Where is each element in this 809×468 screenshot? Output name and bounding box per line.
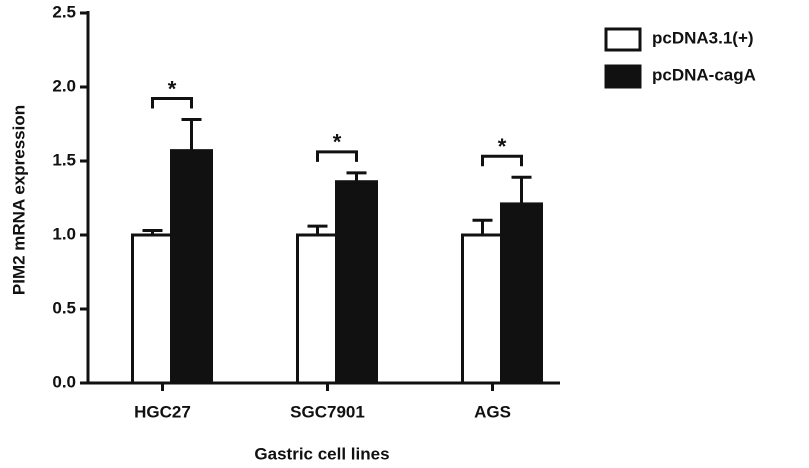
significance-label: *	[333, 130, 342, 155]
significance-label: *	[168, 76, 177, 101]
x-tick-label: AGS	[474, 402, 511, 421]
legend-label: pcDNA-cagA	[652, 65, 756, 84]
y-tick-label: 1.0	[52, 224, 76, 243]
y-tick-label: 1.5	[52, 150, 76, 169]
x-tick-label: SGC7901	[290, 402, 365, 421]
bar	[170, 149, 213, 385]
significance-bracket	[316, 150, 358, 162]
significance-label: *	[498, 134, 507, 159]
y-tick-label: 2.5	[52, 2, 76, 21]
legend-swatch	[604, 64, 642, 89]
x-tick-label: HGC27	[134, 402, 191, 421]
significance-bracket	[151, 97, 193, 109]
y-tick-label: 0.0	[52, 372, 76, 391]
x-axis-label: Gastric cell lines	[254, 444, 389, 463]
y-tick-label: 2.0	[52, 76, 76, 95]
significance-bracket	[481, 154, 523, 167]
bar	[500, 202, 543, 385]
legend-swatch	[604, 27, 642, 52]
y-axis-label: PIM2 mRNA expression	[9, 105, 28, 295]
bar	[131, 233, 174, 385]
bar	[335, 180, 378, 385]
legend-label: pcDNA3.1(+)	[652, 28, 754, 47]
y-tick-label: 0.5	[52, 298, 76, 317]
bar	[296, 233, 339, 385]
bar	[461, 233, 504, 385]
